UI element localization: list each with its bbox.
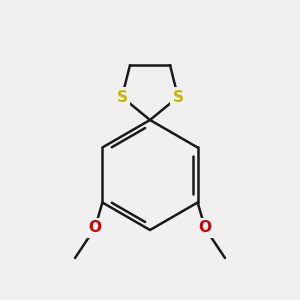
Text: O: O bbox=[88, 220, 101, 236]
Text: O: O bbox=[199, 220, 212, 236]
Text: S: S bbox=[116, 89, 128, 104]
Text: S: S bbox=[172, 89, 184, 104]
